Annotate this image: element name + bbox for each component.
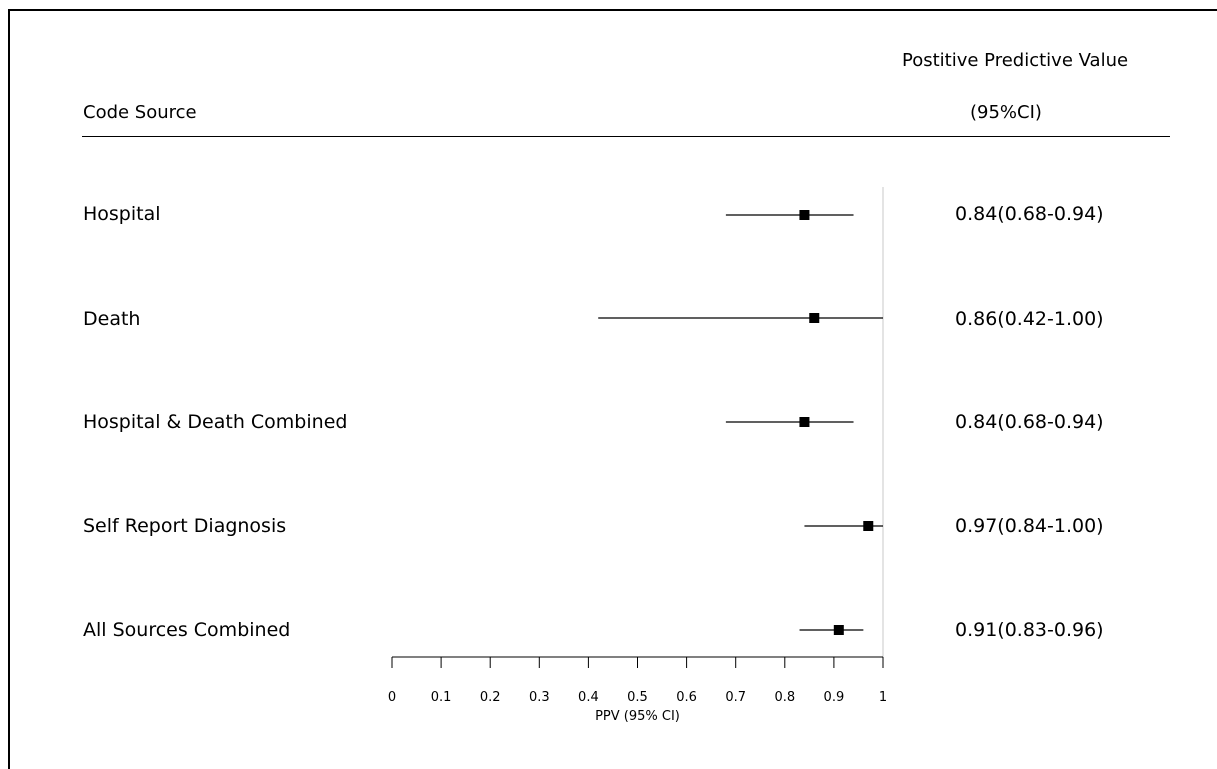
point-estimate [799, 210, 810, 220]
row-label-hospital: Hospital [83, 203, 161, 225]
x-tick-label: 0.3 [529, 690, 550, 705]
point-estimate [863, 521, 874, 531]
row-ci-all-sources-combined: 0.91(0.83-0.96) [955, 619, 1104, 641]
x-tick-label: 0.1 [431, 690, 452, 705]
figure-frame [8, 9, 1217, 769]
x-tick-label: 0.4 [578, 690, 599, 705]
x-tick-label: 0.5 [627, 690, 648, 705]
row-label-all-sources-combined: All Sources Combined [83, 619, 291, 641]
ppv-header-line2: (95%CI) [970, 102, 1042, 123]
row-label-death: Death [83, 308, 141, 330]
x-tick-label: 0.7 [725, 690, 746, 705]
point-estimate [799, 417, 810, 427]
x-tick-label: 0.2 [480, 690, 501, 705]
x-tick-label: 1 [879, 690, 887, 705]
row-label-self-report-diagnosis: Self Report Diagnosis [83, 515, 287, 537]
code-source-header: Code Source [83, 102, 197, 123]
x-axis-title: PPV (95% CI) [595, 709, 680, 724]
row-ci-hospital-death-combined: 0.84(0.68-0.94) [955, 411, 1104, 433]
row-ci-death: 0.86(0.42-1.00) [955, 308, 1104, 330]
x-tick-label: 0.6 [676, 690, 697, 705]
row-ci-self-report-diagnosis: 0.97(0.84-1.00) [955, 515, 1104, 537]
header-rule [82, 136, 1170, 137]
ppv-header-line1: Postitive Predictive Value [902, 50, 1129, 71]
point-estimate [833, 625, 844, 635]
x-tick-label: 0 [388, 690, 396, 705]
x-tick-label: 0.8 [774, 690, 795, 705]
x-tick-label: 0.9 [824, 690, 845, 705]
row-label-hospital-death-combined: Hospital & Death Combined [83, 411, 348, 433]
row-ci-hospital: 0.84(0.68-0.94) [955, 203, 1104, 225]
point-estimate [809, 313, 820, 323]
